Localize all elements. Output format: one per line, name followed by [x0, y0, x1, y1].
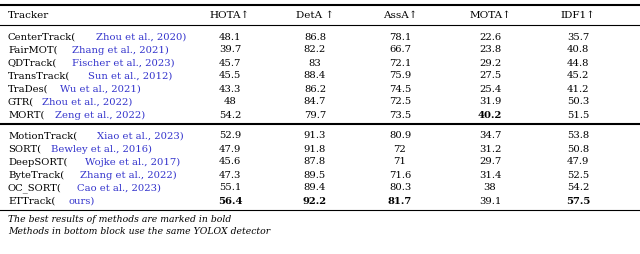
Text: 52.9: 52.9: [219, 132, 241, 140]
Text: 82.2: 82.2: [304, 45, 326, 55]
Text: 55.1: 55.1: [219, 183, 241, 193]
Text: 41.2: 41.2: [567, 85, 589, 93]
Text: MOTA↑: MOTA↑: [469, 10, 511, 20]
Text: 40.8: 40.8: [567, 45, 589, 55]
Text: 44.8: 44.8: [567, 58, 589, 68]
Text: 71: 71: [394, 157, 406, 167]
Text: 57.5: 57.5: [566, 197, 590, 205]
Text: Zeng et al., 2022): Zeng et al., 2022): [55, 110, 145, 120]
Text: QDTrack(: QDTrack(: [8, 58, 57, 68]
Text: 47.9: 47.9: [219, 145, 241, 153]
Text: Xiao et al., 2023): Xiao et al., 2023): [97, 132, 184, 140]
Text: Zhou et al., 2022): Zhou et al., 2022): [42, 98, 132, 106]
Text: 43.3: 43.3: [219, 85, 241, 93]
Text: 86.8: 86.8: [304, 33, 326, 41]
Text: Bewley et al., 2016): Bewley et al., 2016): [51, 145, 152, 154]
Text: 84.7: 84.7: [304, 98, 326, 106]
Text: 89.4: 89.4: [304, 183, 326, 193]
Text: 45.5: 45.5: [219, 71, 241, 81]
Text: ETTrack(: ETTrack(: [8, 197, 55, 205]
Text: 71.6: 71.6: [389, 170, 411, 180]
Text: 38: 38: [484, 183, 497, 193]
Text: 79.7: 79.7: [304, 110, 326, 119]
Text: 45.7: 45.7: [219, 58, 241, 68]
Text: 29.2: 29.2: [479, 58, 501, 68]
Text: 73.5: 73.5: [389, 110, 411, 119]
Text: 39.1: 39.1: [479, 197, 501, 205]
Text: 45.6: 45.6: [219, 157, 241, 167]
Text: Zhang et al., 2022): Zhang et al., 2022): [81, 170, 177, 180]
Text: FairMOT(: FairMOT(: [8, 45, 58, 55]
Text: 45.2: 45.2: [567, 71, 589, 81]
Text: Fischer et al., 2023): Fischer et al., 2023): [72, 58, 174, 68]
Text: DeepSORT(: DeepSORT(: [8, 157, 67, 167]
Text: 53.8: 53.8: [567, 132, 589, 140]
Text: 83: 83: [308, 58, 321, 68]
Text: 35.7: 35.7: [567, 33, 589, 41]
Text: IDF1↑: IDF1↑: [561, 10, 595, 20]
Text: CenterTrack(: CenterTrack(: [8, 33, 76, 41]
Text: AssA↑: AssA↑: [383, 10, 417, 20]
Text: 86.2: 86.2: [304, 85, 326, 93]
Text: 54.2: 54.2: [219, 110, 241, 119]
Text: Wu et al., 2021): Wu et al., 2021): [60, 85, 141, 93]
Text: 52.5: 52.5: [567, 170, 589, 180]
Text: 54.2: 54.2: [567, 183, 589, 193]
Text: 92.2: 92.2: [303, 197, 327, 205]
Text: 81.7: 81.7: [388, 197, 412, 205]
Text: Sun et al., 2012): Sun et al., 2012): [88, 71, 173, 81]
Text: Methods in bottom block use the same YOLOX detector: Methods in bottom block use the same YOL…: [8, 227, 270, 235]
Text: 56.4: 56.4: [218, 197, 243, 205]
Text: TransTrack(: TransTrack(: [8, 71, 70, 81]
Text: SORT(: SORT(: [8, 145, 41, 153]
Text: 22.6: 22.6: [479, 33, 501, 41]
Text: 72.1: 72.1: [389, 58, 411, 68]
Text: 48: 48: [223, 98, 236, 106]
Text: 51.5: 51.5: [567, 110, 589, 119]
Text: 66.7: 66.7: [389, 45, 411, 55]
Text: 31.4: 31.4: [479, 170, 501, 180]
Text: Zhou et al., 2020): Zhou et al., 2020): [96, 33, 186, 41]
Text: TraDes(: TraDes(: [8, 85, 49, 93]
Text: 80.9: 80.9: [389, 132, 411, 140]
Text: ByteTrack(: ByteTrack(: [8, 170, 64, 180]
Text: 39.7: 39.7: [219, 45, 241, 55]
Text: MotionTrack(: MotionTrack(: [8, 132, 77, 140]
Text: 74.5: 74.5: [389, 85, 411, 93]
Text: 88.4: 88.4: [304, 71, 326, 81]
Text: 72: 72: [394, 145, 406, 153]
Text: MORT(: MORT(: [8, 110, 44, 119]
Text: 91.3: 91.3: [304, 132, 326, 140]
Text: 87.8: 87.8: [304, 157, 326, 167]
Text: 47.3: 47.3: [219, 170, 241, 180]
Text: 75.9: 75.9: [389, 71, 411, 81]
Text: The best results of methods are marked in bold: The best results of methods are marked i…: [8, 215, 231, 225]
Text: 29.7: 29.7: [479, 157, 501, 167]
Text: DetA ↑: DetA ↑: [296, 10, 334, 20]
Text: 34.7: 34.7: [479, 132, 501, 140]
Text: Cao et al., 2023): Cao et al., 2023): [77, 183, 161, 193]
Text: 31.2: 31.2: [479, 145, 501, 153]
Text: 48.1: 48.1: [219, 33, 241, 41]
Text: 72.5: 72.5: [389, 98, 411, 106]
Text: 23.8: 23.8: [479, 45, 501, 55]
Text: Zhang et al., 2021): Zhang et al., 2021): [72, 45, 169, 55]
Text: 91.8: 91.8: [304, 145, 326, 153]
Text: 50.3: 50.3: [567, 98, 589, 106]
Text: 31.9: 31.9: [479, 98, 501, 106]
Text: 50.8: 50.8: [567, 145, 589, 153]
Text: GTR(: GTR(: [8, 98, 34, 106]
Text: 27.5: 27.5: [479, 71, 501, 81]
Text: OC_SORT(: OC_SORT(: [8, 183, 61, 193]
Text: 80.3: 80.3: [389, 183, 411, 193]
Text: 78.1: 78.1: [389, 33, 411, 41]
Text: HOTA↑: HOTA↑: [210, 10, 250, 20]
Text: 25.4: 25.4: [479, 85, 501, 93]
Text: 89.5: 89.5: [304, 170, 326, 180]
Text: Tracker: Tracker: [8, 10, 49, 20]
Text: 40.2: 40.2: [478, 110, 502, 119]
Text: 47.9: 47.9: [567, 157, 589, 167]
Text: Wojke et al., 2017): Wojke et al., 2017): [84, 157, 180, 167]
Text: ours): ours): [69, 197, 95, 205]
